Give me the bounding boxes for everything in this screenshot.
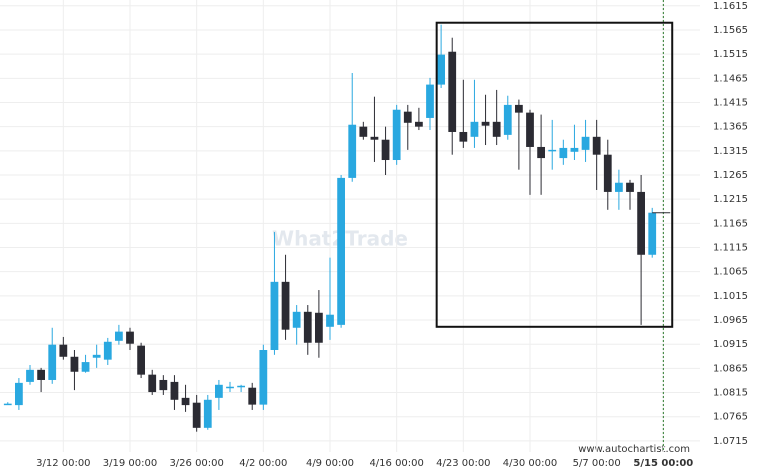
candle-body	[459, 131, 468, 142]
candle-body	[237, 385, 245, 388]
candle-body	[48, 344, 57, 380]
candle-body	[370, 136, 379, 140]
candle-body	[103, 341, 112, 360]
y-tick-label: 1.1015	[713, 291, 748, 302]
candle-body	[626, 182, 634, 192]
candle-body	[470, 121, 479, 137]
candle-body	[415, 121, 423, 127]
candle-body	[303, 311, 312, 343]
candle-body	[381, 139, 390, 161]
candle-body	[126, 331, 134, 344]
y-tick-label: 1.0865	[713, 363, 748, 374]
candle-body	[81, 362, 90, 372]
candle-body	[292, 311, 301, 328]
x-tick-label: 4/23 00:00	[436, 458, 490, 469]
candle-body	[448, 51, 457, 132]
candle-body	[226, 386, 234, 389]
x-tick-label: 4/16 00:00	[369, 458, 423, 469]
y-tick-label: 1.1165	[713, 218, 748, 229]
y-tick-label: 1.1365	[713, 122, 748, 133]
candle-body	[281, 281, 290, 330]
x-tick-label: 3/19 00:00	[103, 458, 157, 469]
y-tick-label: 1.1065	[713, 267, 748, 278]
x-tick-label: 3/12 00:00	[36, 458, 90, 469]
y-tick-label: 1.0715	[713, 436, 748, 447]
x-tick-label: 4/9 00:00	[306, 458, 354, 469]
candle-body	[537, 146, 545, 159]
candle-body	[637, 191, 645, 255]
candle-body	[215, 384, 223, 398]
candle-body	[503, 104, 512, 135]
y-tick-label: 1.0915	[713, 339, 748, 350]
x-tick-label: 5/15 00:00	[633, 458, 693, 469]
candle-body	[203, 399, 212, 428]
x-tick-label: 4/30 00:00	[503, 458, 557, 469]
y-tick-label: 1.1315	[713, 146, 748, 157]
candle-body	[581, 136, 590, 150]
x-tick-label: 3/26 00:00	[169, 458, 223, 469]
y-tick-label: 1.1115	[713, 243, 748, 254]
candle-body	[59, 344, 68, 357]
x-tick-label: 5/7 00:00	[573, 458, 621, 469]
candle-body	[3, 403, 12, 406]
y-tick-label: 1.0815	[713, 388, 748, 399]
candle-body	[592, 136, 601, 155]
candle-body	[15, 382, 23, 406]
candle-body	[270, 281, 279, 350]
candle-body	[92, 354, 101, 358]
candle-body	[248, 387, 257, 405]
source: www.autochartist.com	[578, 444, 690, 455]
candle-body	[337, 177, 345, 325]
candle-body	[559, 147, 568, 159]
pattern-box	[435, 21, 674, 328]
candle-body	[615, 182, 623, 192]
y-tick-label: 1.1465	[713, 73, 748, 84]
candle-body	[437, 54, 445, 85]
candle-body	[148, 374, 157, 393]
y-tick-label: 1.0765	[713, 412, 748, 423]
candle-body	[603, 154, 612, 192]
candle-body	[526, 112, 534, 147]
candle-body	[481, 121, 490, 126]
candle-body	[259, 349, 268, 405]
y-tick-label: 1.1515	[713, 49, 748, 60]
candle-body	[548, 149, 557, 152]
candle-body	[648, 212, 657, 255]
x-tick-label: 4/2 00:00	[239, 458, 287, 469]
candle-body	[515, 104, 523, 113]
candle-body	[192, 402, 201, 428]
y-tick-label: 1.1415	[713, 97, 748, 108]
candle-body	[403, 111, 412, 123]
candle-body	[492, 121, 501, 137]
candle-body	[326, 314, 334, 327]
candle-body	[570, 147, 579, 152]
candle-body	[359, 126, 368, 137]
candle-body	[26, 369, 34, 382]
y-tick-label: 1.1265	[713, 170, 748, 181]
candle-body	[348, 124, 357, 178]
candle-body	[426, 84, 434, 118]
candle-body	[137, 345, 145, 375]
candle-body	[159, 379, 168, 391]
candle-body	[37, 369, 45, 380]
candle-body	[115, 331, 123, 341]
candle-body	[392, 109, 401, 161]
y-tick-label: 1.1565	[713, 25, 748, 36]
y-tick-label: 1.1615	[713, 1, 748, 12]
candle-body	[181, 397, 190, 406]
candle-body	[315, 312, 323, 343]
y-tick-label: 1.0965	[713, 315, 748, 326]
y-tick-label: 1.1215	[713, 194, 748, 205]
candle-body	[170, 381, 179, 400]
candle-body	[70, 356, 79, 372]
